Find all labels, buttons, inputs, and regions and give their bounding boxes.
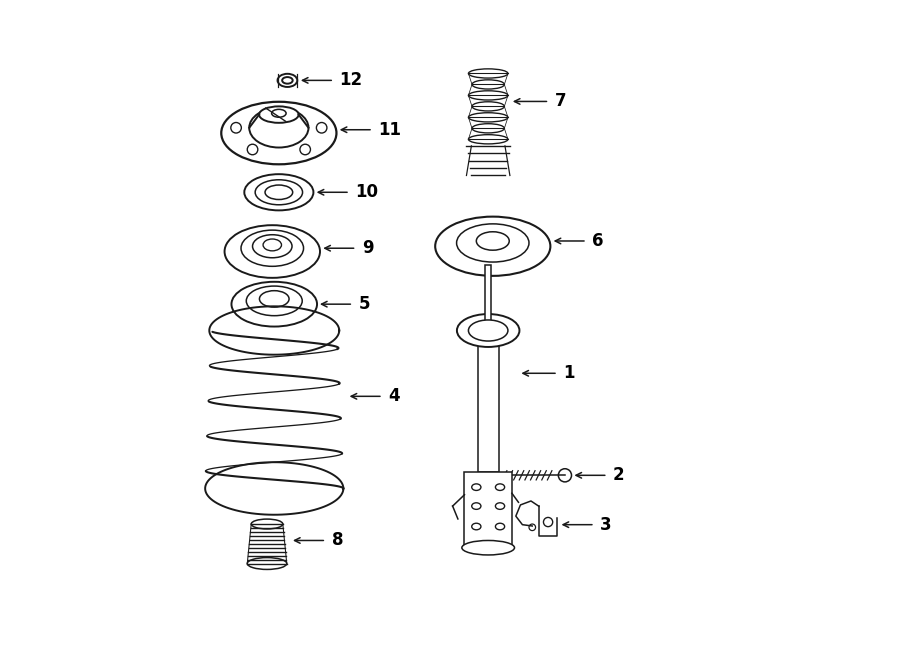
Ellipse shape (495, 484, 505, 490)
Text: 5: 5 (358, 295, 370, 313)
Circle shape (544, 518, 553, 527)
Circle shape (300, 144, 310, 155)
FancyBboxPatch shape (485, 264, 491, 327)
Circle shape (529, 524, 535, 531)
Ellipse shape (249, 108, 309, 147)
Ellipse shape (472, 524, 481, 530)
Text: 7: 7 (554, 93, 566, 110)
Ellipse shape (241, 230, 303, 266)
Ellipse shape (468, 113, 508, 122)
Ellipse shape (231, 282, 317, 327)
Ellipse shape (472, 503, 481, 510)
FancyBboxPatch shape (478, 332, 499, 472)
Ellipse shape (495, 524, 505, 530)
Ellipse shape (259, 106, 299, 123)
Circle shape (558, 469, 572, 482)
Ellipse shape (472, 80, 504, 89)
Ellipse shape (253, 235, 292, 258)
Circle shape (230, 122, 241, 133)
Ellipse shape (468, 135, 508, 144)
Text: 6: 6 (592, 232, 604, 250)
Text: 10: 10 (356, 183, 378, 201)
Text: 11: 11 (378, 121, 401, 139)
Ellipse shape (468, 320, 508, 341)
Ellipse shape (472, 124, 504, 133)
Ellipse shape (221, 102, 337, 165)
Ellipse shape (244, 174, 313, 210)
Ellipse shape (251, 519, 283, 529)
Ellipse shape (248, 558, 287, 569)
Text: 4: 4 (388, 387, 400, 405)
Ellipse shape (457, 314, 519, 347)
Text: 1: 1 (563, 364, 575, 382)
Ellipse shape (259, 291, 289, 307)
Ellipse shape (468, 91, 508, 100)
Ellipse shape (472, 484, 481, 490)
Circle shape (248, 144, 257, 155)
Ellipse shape (225, 225, 320, 278)
Text: 12: 12 (339, 71, 363, 89)
Ellipse shape (456, 224, 529, 262)
Ellipse shape (256, 180, 302, 205)
Ellipse shape (247, 286, 302, 316)
Text: 9: 9 (362, 239, 374, 257)
Text: 8: 8 (331, 531, 343, 549)
Ellipse shape (436, 217, 551, 276)
Ellipse shape (462, 541, 515, 555)
Ellipse shape (468, 69, 508, 78)
FancyBboxPatch shape (464, 472, 512, 548)
Text: 2: 2 (613, 466, 625, 485)
Ellipse shape (495, 503, 505, 510)
Ellipse shape (472, 102, 504, 111)
Ellipse shape (476, 232, 509, 251)
Text: 3: 3 (600, 516, 612, 533)
Ellipse shape (265, 185, 292, 200)
Ellipse shape (263, 239, 282, 251)
Circle shape (317, 122, 327, 133)
